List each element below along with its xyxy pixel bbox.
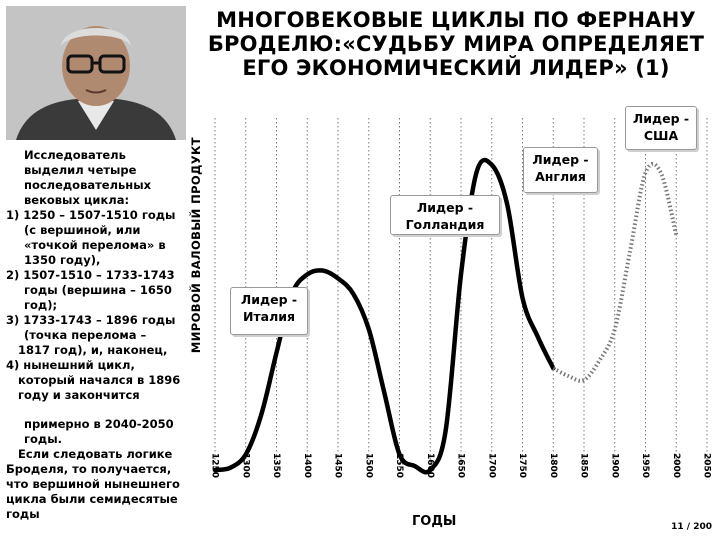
page-number: 11 / 200 xyxy=(671,522,712,532)
slide-title: МНОГОВЕКОВЫЕ ЦИКЛЫ ПО ФЕРНАНУ БРОДЕЛЮ:«С… xyxy=(207,8,705,80)
x-tick-label-1650: 1650 xyxy=(456,453,466,478)
desc-item-4-detail: который начался в 1896 году и закончится xyxy=(18,373,181,402)
desc-item-4: 4) нынешний цикл, xyxy=(6,358,135,372)
cycle-curve-projected xyxy=(552,161,679,383)
y-axis-label: МИРОВОЙ ВАЛОВЫЙ ПРОДУКТ xyxy=(189,136,203,354)
x-tick-label-1850: 1850 xyxy=(579,453,589,478)
x-tick-label-1300: 1300 xyxy=(240,453,250,478)
desc-item-1: 1) 1250 – 1507-1510 годы xyxy=(6,208,176,222)
cycle-curve-historical xyxy=(212,157,556,475)
desc-conclusion-detail: Броделя, то получается, что вершиной нын… xyxy=(6,462,180,521)
desc-item-1-detail: (с вершиной, или «точкой перелома» в 135… xyxy=(24,223,166,267)
x-tick-label-2000: 2000 xyxy=(671,453,681,478)
leader-label-usa: Лидер - США xyxy=(632,111,690,143)
x-tick-label-1750: 1750 xyxy=(517,453,527,478)
leader-box-italy: Лидер - Италия xyxy=(230,287,308,335)
leader-label-england: Лидер - Англия xyxy=(532,152,589,184)
desc-intro: Исследователь выделил четыре последовате… xyxy=(24,148,152,207)
desc-item-3-detail: (точка перелома – xyxy=(24,328,147,342)
x-axis-label: ГОДЫ xyxy=(412,514,457,529)
x-tick-label-1800: 1800 xyxy=(548,453,558,478)
desc-item-3-detail-2: 1817 год), и, наконец, xyxy=(18,343,168,357)
x-tick-label-1250: 1250 xyxy=(210,453,220,478)
x-tick-label-1550: 1550 xyxy=(394,453,404,478)
desc-item-3: 3) 1733-1743 – 1896 годы xyxy=(6,313,176,327)
leader-box-holland: Лидер - Голландия xyxy=(390,195,500,235)
portrait-photo xyxy=(6,6,186,140)
x-tick-label-1950: 1950 xyxy=(640,453,650,478)
x-tick-label-1500: 1500 xyxy=(363,453,373,478)
y-axis-label-wrapper: МИРОВОЙ ВАЛОВЫЙ ПРОДУКТ xyxy=(186,110,206,380)
x-tick-label-1700: 1700 xyxy=(486,453,496,478)
x-tick-label-1450: 1450 xyxy=(333,453,343,478)
portrait-image xyxy=(6,6,186,140)
x-tick-label-1400: 1400 xyxy=(302,453,312,478)
leader-label-holland: Лидер - Голландия xyxy=(405,200,485,232)
cycles-chart: 1250 1300 1350 1400 1450 1500 1550 1600 1650 1700… xyxy=(210,118,712,478)
x-tick-label-1350: 1350 xyxy=(271,453,281,478)
leader-label-italy: Лидер - Италия xyxy=(240,292,298,324)
desc-item-2: 2) 1507-1510 – 1733-1743 xyxy=(6,268,175,282)
x-tick-label-1600: 1600 xyxy=(425,453,435,478)
desc-item-4-detail-2: примерно в 2040-2050 годы. xyxy=(24,417,174,446)
leader-box-usa: Лидер - США xyxy=(625,106,697,150)
desc-item-2-detail: годы (вершина – 1650 год); xyxy=(24,283,172,312)
x-tick-label-2050: 2050 xyxy=(702,453,712,478)
x-tick-label-1900: 1900 xyxy=(609,453,619,478)
description-text: Исследователь выделил четыре последовате… xyxy=(6,148,188,522)
leader-box-england: Лидер - Англия xyxy=(523,147,598,193)
desc-conclusion: Если следовать логике xyxy=(18,447,173,461)
